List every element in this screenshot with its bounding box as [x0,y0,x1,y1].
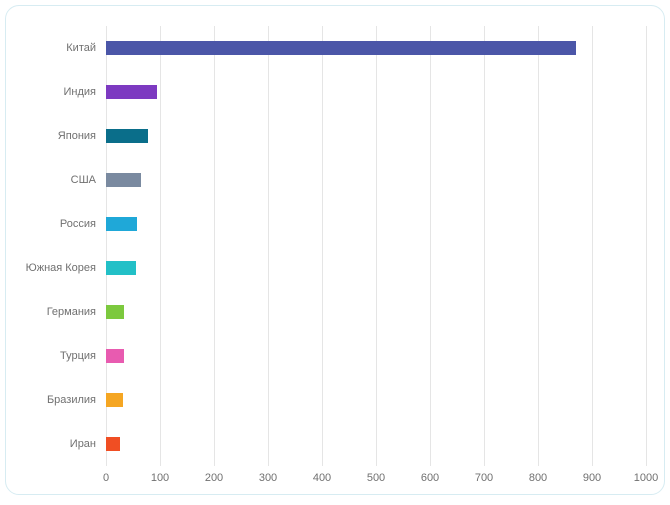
x-tick-label: 0 [103,472,109,484]
x-tick-label: 800 [529,472,547,484]
y-category-label: Иран [6,438,96,450]
x-tick-label: 500 [367,472,385,484]
y-category-label: Германия [6,306,96,318]
x-tick-label: 900 [583,472,601,484]
bar [106,217,137,231]
bar [106,85,157,99]
x-tick-label: 600 [421,472,439,484]
x-tick-label: 300 [259,472,277,484]
bar [106,349,124,363]
x-tick-label: 700 [475,472,493,484]
gridline [214,26,215,466]
gridline [484,26,485,466]
bar [106,437,120,451]
chart-card: 0 100 200 300 400 500 600 700 800 900 1000 Китай Инд… [5,5,665,495]
bar [106,129,148,143]
gridline [538,26,539,466]
y-category-label: Бразилия [6,394,96,406]
bar [106,41,576,55]
y-category-label: Китай [6,42,96,54]
x-tick-label: 200 [205,472,223,484]
bar [106,305,124,319]
y-category-label: Россия [6,218,96,230]
y-category-label: Южная Корея [6,262,96,274]
gridline [268,26,269,466]
x-tick-label: 100 [151,472,169,484]
y-category-label: США [6,174,96,186]
y-category-label: Индия [6,86,96,98]
gridline [646,26,647,466]
bar [106,173,141,187]
gridline [430,26,431,466]
y-category-label: Турция [6,350,96,362]
gridline [160,26,161,466]
bar [106,261,136,275]
bar [106,393,123,407]
x-tick-label: 400 [313,472,331,484]
gridline [322,26,323,466]
plot-area [106,26,646,466]
gridline [376,26,377,466]
y-category-label: Япония [6,130,96,142]
x-tick-label: 1000 [634,472,658,484]
gridline [592,26,593,466]
